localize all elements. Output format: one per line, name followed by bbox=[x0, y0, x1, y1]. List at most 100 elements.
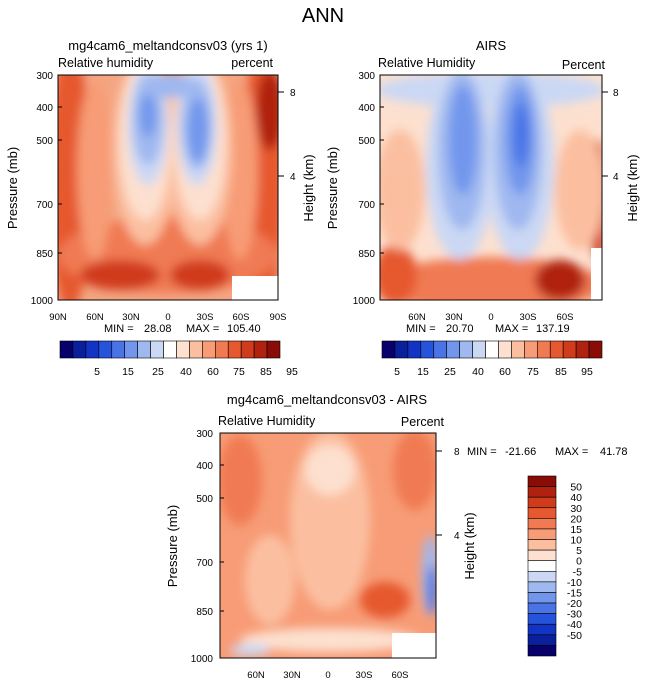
colorbar-label: 0 bbox=[576, 556, 582, 568]
colorbar-label: 40 bbox=[472, 366, 484, 378]
panel-model-min-label: MIN = bbox=[104, 323, 134, 335]
colorbar-swatch bbox=[562, 340, 577, 359]
colorbar-swatch bbox=[588, 340, 603, 359]
colorbar-swatch bbox=[527, 486, 557, 498]
colorbar-label: 15 bbox=[570, 524, 582, 536]
colorbar-swatch bbox=[549, 340, 564, 359]
colorbar-swatch bbox=[433, 340, 448, 359]
panel-diff-max-value: 41.78 bbox=[600, 446, 628, 458]
colorbar-label: -15 bbox=[567, 587, 582, 599]
colorbar-swatch bbox=[527, 507, 557, 519]
colorbar-swatch bbox=[527, 475, 557, 487]
x-tick: 30N bbox=[445, 312, 463, 323]
panel-obs-colorbar bbox=[381, 340, 603, 359]
x-tick: 60N bbox=[408, 312, 426, 323]
colorbar-swatch bbox=[98, 340, 113, 359]
panel-obs-units: Percent bbox=[562, 58, 606, 72]
y2-tick: 4 bbox=[290, 172, 296, 183]
y-tick: 500 bbox=[358, 136, 375, 147]
colorbar-label: -20 bbox=[567, 598, 582, 610]
panel-model-title: mg4cam6_meltandconsv03 (yrs 1) bbox=[68, 38, 267, 53]
colorbar-swatch bbox=[536, 340, 551, 359]
colorbar-label: 85 bbox=[555, 366, 567, 378]
panel-obs-title: AIRS bbox=[476, 38, 507, 53]
colorbar-swatch bbox=[485, 340, 499, 359]
x-tick: 0 bbox=[165, 312, 170, 323]
panel-model-field bbox=[58, 75, 278, 300]
y2-tick: 4 bbox=[454, 531, 460, 542]
panel-obs-ylabel: Pressure (mb) bbox=[325, 147, 340, 229]
panel-diff-ylabel: Pressure (mb) bbox=[165, 505, 180, 587]
y2-tick: 4 bbox=[613, 172, 619, 183]
colorbar-swatch bbox=[137, 340, 151, 359]
x-tick: 60S bbox=[557, 312, 574, 323]
y-tick: 400 bbox=[358, 103, 375, 114]
colorbar-swatch bbox=[85, 340, 100, 359]
panel-obs-xticks: 60N 30N 0 30S 60S bbox=[408, 312, 573, 323]
panel-obs-max-label: MAX = bbox=[495, 323, 528, 335]
colorbar-label: 50 bbox=[570, 482, 582, 494]
colorbar-label: 40 bbox=[180, 366, 192, 378]
colorbar-label: 75 bbox=[233, 366, 245, 378]
y-tick: 500 bbox=[196, 494, 213, 505]
panel-obs-frame bbox=[379, 74, 603, 301]
colorbar-label: 5 bbox=[94, 366, 100, 378]
colorbar-swatch bbox=[111, 340, 126, 359]
colorbar-label: 75 bbox=[527, 366, 539, 378]
colorbar-label: 60 bbox=[499, 366, 511, 378]
panel-model-frame bbox=[57, 74, 279, 301]
colorbar-swatch bbox=[527, 539, 557, 551]
colorbar-swatch bbox=[72, 340, 87, 359]
colorbar-label: 15 bbox=[417, 366, 429, 378]
y-tick: 850 bbox=[36, 249, 53, 260]
colorbar-swatch bbox=[214, 340, 229, 359]
x-tick: 60N bbox=[86, 312, 104, 323]
y-tick: 850 bbox=[358, 249, 375, 260]
colorbar-label: 30 bbox=[570, 503, 582, 515]
colorbar-swatch bbox=[524, 340, 538, 359]
x-tick: 30N bbox=[122, 312, 140, 323]
y-tick: 850 bbox=[196, 607, 213, 618]
panel-model-yticks: 300 400 500 700 850 1000 bbox=[31, 71, 54, 307]
y-tick: 700 bbox=[36, 200, 53, 211]
panel-model-xticks: 90N 60N 30N 0 30S 60S 90S bbox=[49, 312, 286, 323]
panel-diff-yticks: 300 400 500 700 850 1000 bbox=[191, 429, 214, 665]
colorbar-swatch bbox=[459, 340, 473, 359]
x-tick: 30N bbox=[283, 670, 301, 681]
panel-diff-field bbox=[220, 433, 436, 658]
colorbar-swatch bbox=[527, 592, 557, 604]
colorbar-swatch bbox=[527, 602, 557, 614]
panel-obs-yticks: 300 400 500 700 850 1000 bbox=[353, 71, 376, 307]
colorbar-swatch bbox=[240, 340, 255, 359]
y-tick: 1000 bbox=[353, 296, 376, 307]
panel-model-variable: Relative humidity bbox=[58, 56, 154, 70]
colorbar-swatch bbox=[527, 570, 557, 583]
colorbar-swatch bbox=[266, 340, 281, 359]
colorbar-label: -50 bbox=[567, 630, 582, 642]
panel-model-ylabel: Pressure (mb) bbox=[5, 147, 20, 229]
panel-model-units: percent bbox=[231, 56, 273, 70]
colorbar-swatch bbox=[124, 340, 138, 359]
colorbar-label: 95 bbox=[286, 366, 298, 378]
colorbar-swatch bbox=[394, 340, 409, 359]
colorbar-swatch bbox=[446, 340, 460, 359]
panel-diff-frame bbox=[219, 432, 437, 659]
colorbar-label: -10 bbox=[567, 577, 582, 589]
y2-tick: 8 bbox=[613, 88, 619, 99]
panel-diff-y2label: Height (km) bbox=[462, 512, 477, 579]
colorbar-label: 5 bbox=[394, 366, 400, 378]
colorbar-swatch bbox=[527, 613, 557, 625]
y-tick: 300 bbox=[196, 429, 213, 440]
x-tick: 60N bbox=[247, 670, 265, 681]
colorbar-label: 25 bbox=[152, 366, 164, 378]
colorbar-label: 40 bbox=[570, 492, 582, 504]
panel-diff-variable: Relative Humidity bbox=[218, 414, 316, 428]
colorbar-swatch bbox=[527, 528, 557, 540]
colorbar-swatch bbox=[527, 623, 557, 636]
colorbar-swatch bbox=[227, 340, 242, 359]
colorbar-label: 5 bbox=[576, 545, 582, 557]
x-tick: 60S bbox=[392, 670, 409, 681]
x-tick: 90N bbox=[49, 312, 67, 323]
